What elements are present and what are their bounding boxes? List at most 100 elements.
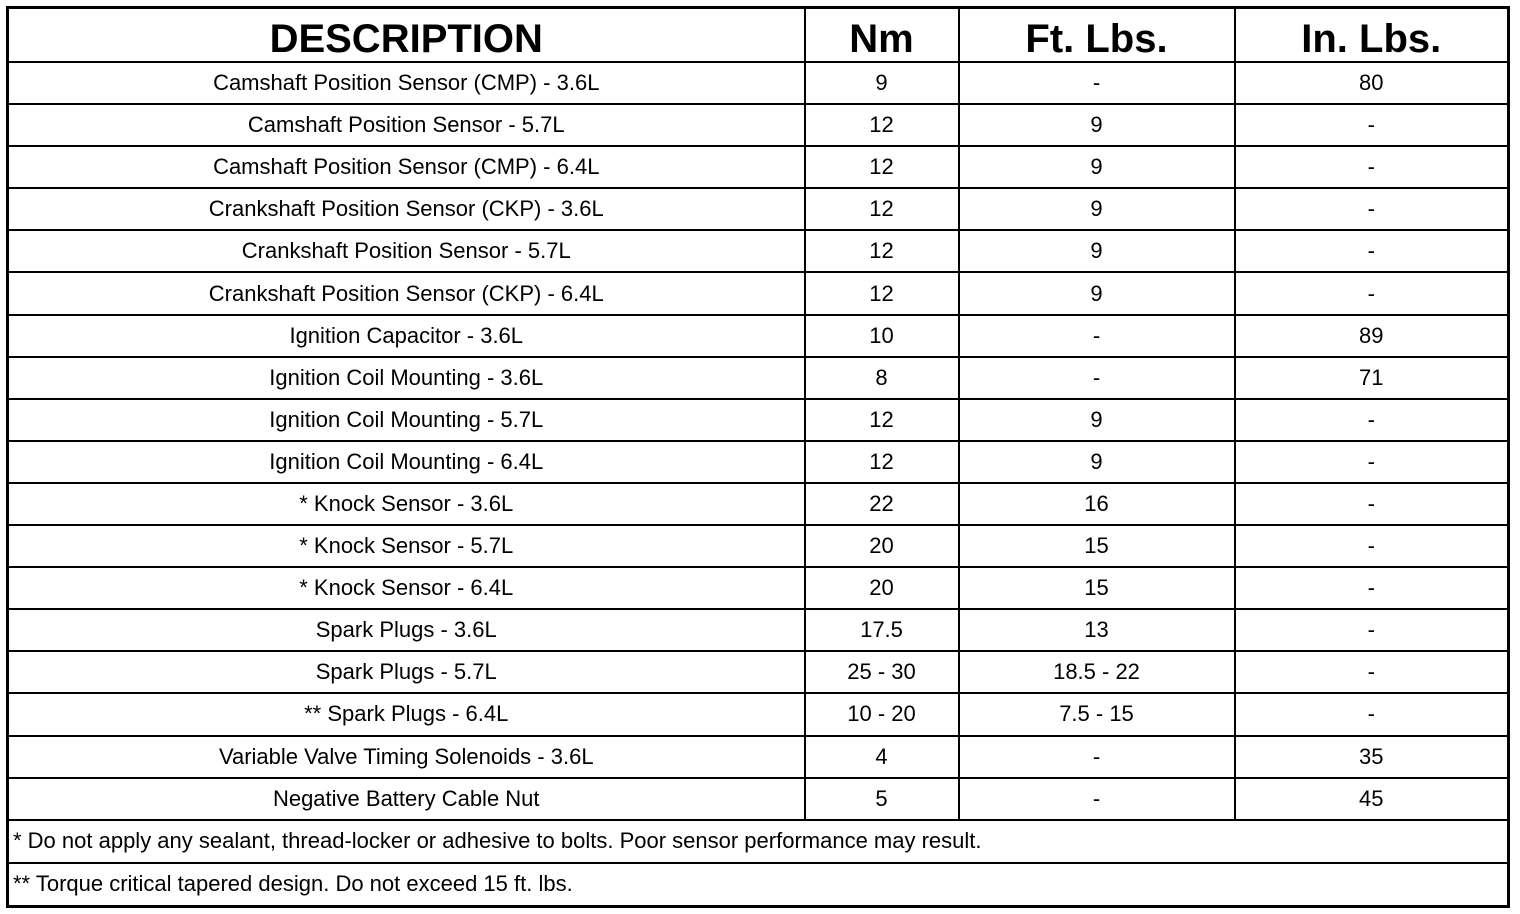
description-cell: Ignition Coil Mounting - 6.4L — [6, 439, 806, 484]
value-cell: 16 — [957, 481, 1236, 527]
value-cell: 9 — [957, 439, 1236, 484]
value-cell: - — [1233, 439, 1510, 484]
value-cell: 17.5 — [803, 608, 960, 653]
value-cell: - — [957, 734, 1236, 779]
value-cell: 12 — [803, 397, 960, 442]
value-cell: 5 — [803, 776, 960, 821]
value-cell: 12 — [803, 271, 960, 316]
description-cell: Spark Plugs - 3.6L — [6, 608, 806, 653]
value-cell: 9 — [957, 103, 1236, 148]
value-cell: 89 — [1233, 313, 1510, 358]
value-cell: 25 - 30 — [803, 650, 960, 695]
value-cell: 12 — [803, 229, 960, 274]
value-cell: 35 — [1233, 734, 1510, 779]
table-row: * Knock Sensor - 6.4L 20 15- — [6, 566, 1510, 611]
table-row: Camshaft Position Sensor (CMP) - 6.4L 12 9… — [6, 145, 1510, 190]
description-cell: * Knock Sensor - 6.4L — [6, 566, 806, 611]
value-cell: 13 — [957, 608, 1236, 653]
column-header: DESCRIPTION — [6, 6, 806, 63]
value-cell: 15 — [957, 566, 1236, 611]
footnote: ** Torque critical tapered design. Do no… — [6, 861, 1510, 908]
value-cell: - — [1233, 187, 1510, 232]
table-row: Camshaft Position Sensor - 5.7L 12 9- — [6, 103, 1510, 148]
description-cell: * Knock Sensor - 5.7L — [6, 524, 806, 569]
value-cell: - — [1233, 229, 1510, 274]
table-row: Ignition Coil Mounting - 6.4L 12 9- — [6, 439, 1510, 484]
value-cell: 9 — [957, 145, 1236, 190]
description-cell: Camshaft Position Sensor (CMP) - 3.6L — [6, 60, 806, 106]
description-cell: Spark Plugs - 5.7L — [6, 650, 806, 695]
description-cell: Ignition Capacitor - 3.6L — [6, 313, 806, 358]
value-cell: - — [957, 60, 1236, 106]
value-cell: - — [957, 313, 1236, 358]
description-cell: Ignition Coil Mounting - 5.7L — [6, 397, 806, 442]
value-cell: 8 — [803, 355, 960, 400]
value-cell: 10 — [803, 313, 960, 358]
value-cell: - — [1233, 103, 1510, 148]
description-cell: * Knock Sensor - 3.6L — [6, 481, 806, 527]
value-cell: 71 — [1233, 355, 1510, 400]
value-cell: - — [1233, 566, 1510, 611]
description-cell: Camshaft Position Sensor - 5.7L — [6, 103, 806, 148]
table-row: Negative Battery Cable Nut 5-45 — [6, 776, 1510, 821]
value-cell: 12 — [803, 103, 960, 148]
footnote: * Do not apply any sealant, thread-locke… — [6, 818, 1510, 864]
value-cell: 4 — [803, 734, 960, 779]
value-cell: - — [1233, 692, 1510, 737]
table-row: Crankshaft Position Sensor (CKP) - 3.6L 1… — [6, 187, 1510, 232]
column-header: Nm — [803, 6, 960, 63]
value-cell: - — [1233, 481, 1510, 527]
column-header: In. Lbs. — [1233, 6, 1510, 63]
value-cell: 12 — [803, 439, 960, 484]
value-cell: 22 — [803, 481, 960, 527]
value-cell: 9 — [957, 187, 1236, 232]
table-row: Ignition Coil Mounting - 5.7L 12 9- — [6, 397, 1510, 442]
footnote-row: ** Torque critical tapered design. Do no… — [6, 861, 1510, 908]
value-cell: 9 — [957, 271, 1236, 316]
value-cell: 12 — [803, 187, 960, 232]
value-cell: - — [1233, 397, 1510, 442]
value-cell: 15 — [957, 524, 1236, 569]
description-cell: Variable Valve Timing Solenoids - 3.6L — [6, 734, 806, 779]
footnote-row: * Do not apply any sealant, thread-locke… — [6, 818, 1510, 864]
table-row: Ignition Capacitor - 3.6L 10-89 — [6, 313, 1510, 358]
table-row: Crankshaft Position Sensor (CKP) - 6.4L 1… — [6, 271, 1510, 316]
value-cell: 9 — [957, 397, 1236, 442]
value-cell: 9 — [957, 229, 1236, 274]
value-cell: 80 — [1233, 60, 1510, 106]
table-row: * Knock Sensor - 3.6L 22 16- — [6, 481, 1510, 527]
value-cell: - — [957, 776, 1236, 821]
value-cell: 45 — [1233, 776, 1510, 821]
description-cell: Crankshaft Position Sensor (CKP) - 3.6L — [6, 187, 806, 232]
value-cell: 9 — [803, 60, 960, 106]
table-row: * Knock Sensor - 5.7L 20 15- — [6, 524, 1510, 569]
table-body: Camshaft Position Sensor (CMP) - 3.6L 9-8… — [6, 60, 1510, 908]
table-row: Spark Plugs - 5.7L 25 - 30 18.5 - 22- — [6, 650, 1510, 695]
description-cell: Negative Battery Cable Nut — [6, 776, 806, 821]
description-cell: Crankshaft Position Sensor - 5.7L — [6, 229, 806, 274]
table-row: Crankshaft Position Sensor - 5.7L 12 9- — [6, 229, 1510, 274]
table-row: Ignition Coil Mounting - 3.6L 8-71 — [6, 355, 1510, 400]
table-row: Variable Valve Timing Solenoids - 3.6L 4-… — [6, 734, 1510, 779]
column-header: Ft. Lbs. — [957, 6, 1236, 63]
torque-table: DESCRIPTION Nm Ft. Lbs. In. Lbs. Camshaft P… — [6, 6, 1510, 908]
value-cell: - — [957, 355, 1236, 400]
value-cell: 10 - 20 — [803, 692, 960, 737]
description-cell: ** Spark Plugs - 6.4L — [6, 692, 806, 737]
table-row: Camshaft Position Sensor (CMP) - 3.6L 9-8… — [6, 60, 1510, 106]
table-row: ** Spark Plugs - 6.4L 10 - 20 7.5 - 15- — [6, 692, 1510, 737]
value-cell: - — [1233, 271, 1510, 316]
header-row: DESCRIPTION Nm Ft. Lbs. In. Lbs. — [6, 6, 1510, 63]
description-cell: Ignition Coil Mounting - 3.6L — [6, 355, 806, 400]
value-cell: 20 — [803, 566, 960, 611]
description-cell: Camshaft Position Sensor (CMP) - 6.4L — [6, 145, 806, 190]
value-cell: 18.5 - 22 — [957, 650, 1236, 695]
description-cell: Crankshaft Position Sensor (CKP) - 6.4L — [6, 271, 806, 316]
value-cell: 12 — [803, 145, 960, 190]
value-cell: - — [1233, 145, 1510, 190]
value-cell: 20 — [803, 524, 960, 569]
value-cell: 7.5 - 15 — [957, 692, 1236, 737]
value-cell: - — [1233, 524, 1510, 569]
value-cell: - — [1233, 650, 1510, 695]
